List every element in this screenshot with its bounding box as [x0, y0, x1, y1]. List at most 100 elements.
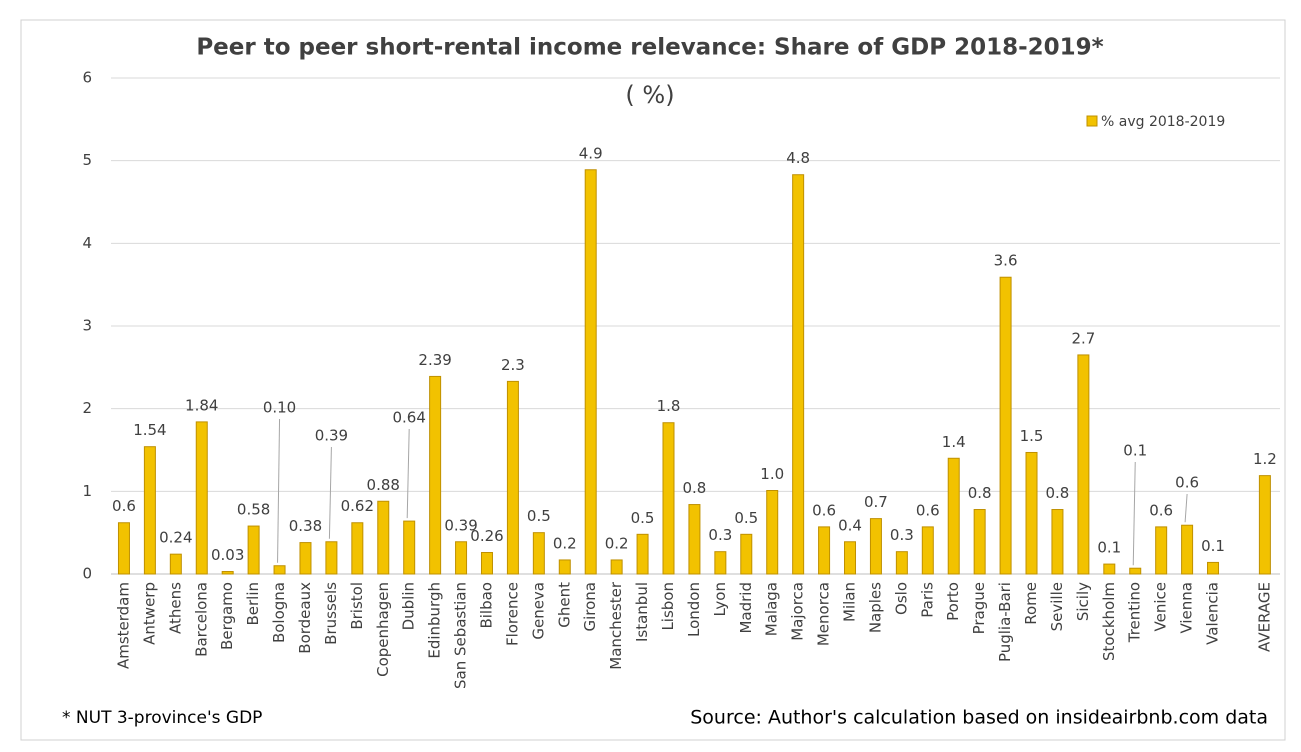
footnote: * NUT 3-province's GDP [62, 708, 262, 728]
bar [1258, 475, 1271, 575]
bar [818, 526, 831, 575]
bar [403, 520, 416, 575]
data-label: 1.5 [1020, 427, 1044, 445]
bar [143, 446, 156, 575]
bar [1129, 567, 1142, 575]
data-label: 0.3 [708, 526, 732, 544]
bar [532, 532, 545, 575]
bar [273, 565, 286, 575]
data-label: 0.8 [1046, 484, 1070, 502]
leader-line [1132, 461, 1136, 566]
data-label: 2.3 [501, 356, 525, 374]
x-tick-label: Malaga [763, 582, 781, 636]
x-tick-label: Rome [1022, 582, 1040, 625]
data-label: 0.6 [916, 501, 940, 519]
data-label: 0.6 [1175, 474, 1199, 492]
x-tick-label: Manchester [607, 581, 625, 670]
data-label: 0.4 [838, 516, 862, 534]
data-label: 2.7 [1071, 329, 1095, 347]
data-label: 0.5 [631, 509, 655, 527]
x-tick-label: Porto [944, 582, 962, 621]
x-tick-label: Bologna [270, 582, 288, 643]
bar [169, 553, 182, 575]
x-tick-label: Barcelona [192, 582, 210, 657]
x-tick-label: Menorca [815, 582, 833, 646]
bar [325, 541, 338, 575]
x-tick-label: Edinburgh [426, 582, 444, 659]
bar [506, 380, 519, 575]
data-label: 0.5 [734, 509, 758, 527]
data-label: 0.1 [1097, 539, 1121, 557]
data-label: 0.2 [605, 534, 629, 552]
bar [221, 571, 234, 575]
bar [766, 490, 779, 575]
bar [247, 525, 260, 575]
data-label: 0.58 [237, 501, 270, 519]
x-tick-label: Brussels [322, 582, 340, 645]
y-tick-label: 2 [82, 399, 92, 417]
x-tick-label: Bordeaux [296, 582, 314, 654]
bar [1103, 563, 1116, 575]
bar [1077, 354, 1090, 575]
data-label: 1.4 [942, 433, 966, 451]
y-tick-label: 3 [82, 317, 92, 335]
x-tick-label: Antwerp [140, 582, 158, 645]
bar [792, 174, 805, 575]
data-label: 0.62 [341, 497, 374, 515]
data-label: 0.39 [315, 427, 348, 445]
bar [584, 169, 597, 575]
bar [1207, 561, 1220, 575]
bar [558, 559, 571, 575]
data-label: 0.8 [682, 479, 706, 497]
bar [844, 541, 857, 575]
x-tick-label: Istanbul [633, 582, 651, 642]
bar [1051, 509, 1064, 575]
bar [895, 551, 908, 575]
data-label: 0.10 [263, 399, 296, 417]
y-tick-label: 0 [82, 565, 92, 583]
data-label: 0.03 [211, 546, 244, 564]
bar [377, 500, 390, 575]
x-tick-label: Athens [166, 582, 184, 634]
x-tick-label: London [685, 582, 703, 637]
x-tick-label: Milan [841, 582, 859, 622]
data-label: 0.38 [289, 517, 322, 535]
x-tick-label: Bergamo [218, 582, 236, 650]
data-label: 0.39 [444, 516, 477, 534]
data-label: 0.24 [159, 529, 192, 547]
bar [688, 504, 701, 575]
x-tick-label: Venice [1152, 582, 1170, 631]
bar [480, 552, 493, 575]
bar [999, 276, 1012, 575]
y-tick-label: 1 [82, 482, 92, 500]
legend-label: % avg 2018-2019 [1101, 114, 1225, 130]
x-tick-label: Geneva [529, 582, 547, 640]
data-label: 0.88 [367, 476, 400, 494]
bar [195, 421, 208, 575]
leader-line [1184, 493, 1188, 523]
data-label: 3.6 [994, 252, 1018, 270]
bar [610, 559, 623, 575]
y-tick-label: 4 [82, 234, 92, 252]
data-label: 1.84 [185, 396, 218, 414]
data-label: 0.1 [1201, 537, 1225, 555]
bar [429, 375, 442, 575]
x-tick-label: Amsterdam [114, 582, 132, 669]
bar [351, 522, 364, 575]
bar [662, 422, 675, 575]
data-label: 0.6 [112, 497, 136, 515]
x-tick-label: Florence [503, 582, 521, 646]
x-tick-label: Naples [866, 582, 884, 633]
x-tick-label: Dublin [400, 582, 418, 630]
bar [455, 541, 468, 575]
data-label: 0.64 [392, 409, 425, 427]
bar [714, 551, 727, 575]
x-tick-label: Puglia-Bari [996, 582, 1014, 662]
data-label: 0.3 [890, 526, 914, 544]
bar [947, 457, 960, 575]
x-tick-label: AVERAGE [1255, 582, 1273, 652]
data-label: 0.2 [553, 534, 577, 552]
x-tick-label: Ghent [555, 582, 573, 628]
leader-line [406, 428, 410, 519]
